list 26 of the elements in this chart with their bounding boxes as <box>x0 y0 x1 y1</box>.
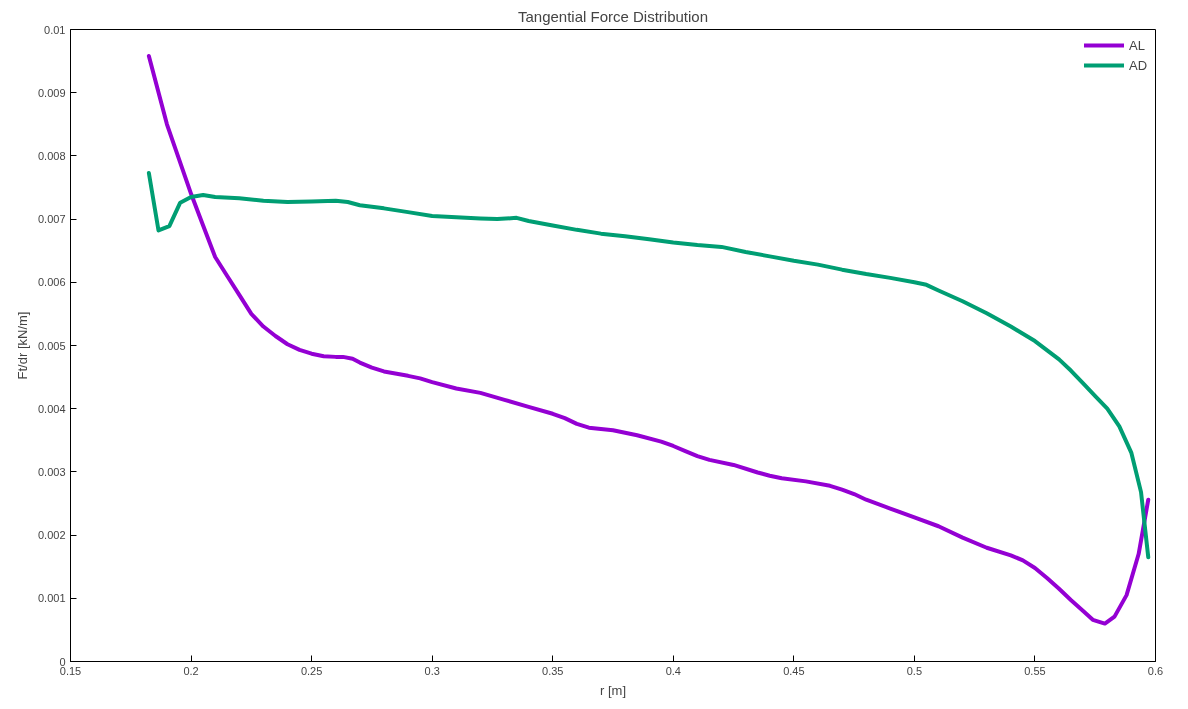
x-tick-label: 0.25 <box>300 664 323 677</box>
y-tick-label: 0.009 <box>37 86 66 99</box>
y-tick-label: 0.008 <box>37 149 66 162</box>
y-tick-label: 0.003 <box>37 465 66 478</box>
y-tick-label: 0.001 <box>37 592 66 605</box>
x-axis-title: r [m] <box>600 682 626 698</box>
legend-label: AD <box>1129 57 1149 73</box>
y-tick-label: 0.007 <box>37 213 66 226</box>
y-tick-label: 0.005 <box>37 339 66 352</box>
x-tick-label: 0.45 <box>783 664 805 677</box>
x-tick-label: 0.2 <box>183 664 199 677</box>
x-tick-label: 0.5 <box>906 664 923 677</box>
y-tick-label: 0.002 <box>37 529 66 542</box>
line-series <box>146 170 1151 560</box>
y-tick-label: 0.006 <box>37 276 66 289</box>
chart-title: Tangential Force Distribution <box>517 7 709 25</box>
x-tick-label: 0.35 <box>542 664 564 677</box>
legend-label: AL <box>1129 37 1146 53</box>
y-axis-title: Ft/dr [kN/m] <box>14 311 30 380</box>
line-series <box>146 54 1151 626</box>
y-tick-label: 0.01 <box>44 23 66 36</box>
y-tick-label: 0.004 <box>37 402 66 415</box>
x-tick-label: 0.4 <box>665 664 681 677</box>
x-tick-label: 0.6 <box>1147 664 1164 677</box>
x-tick-label: 0.3 <box>424 664 440 677</box>
x-tick-label: 0.55 <box>1024 664 1046 677</box>
